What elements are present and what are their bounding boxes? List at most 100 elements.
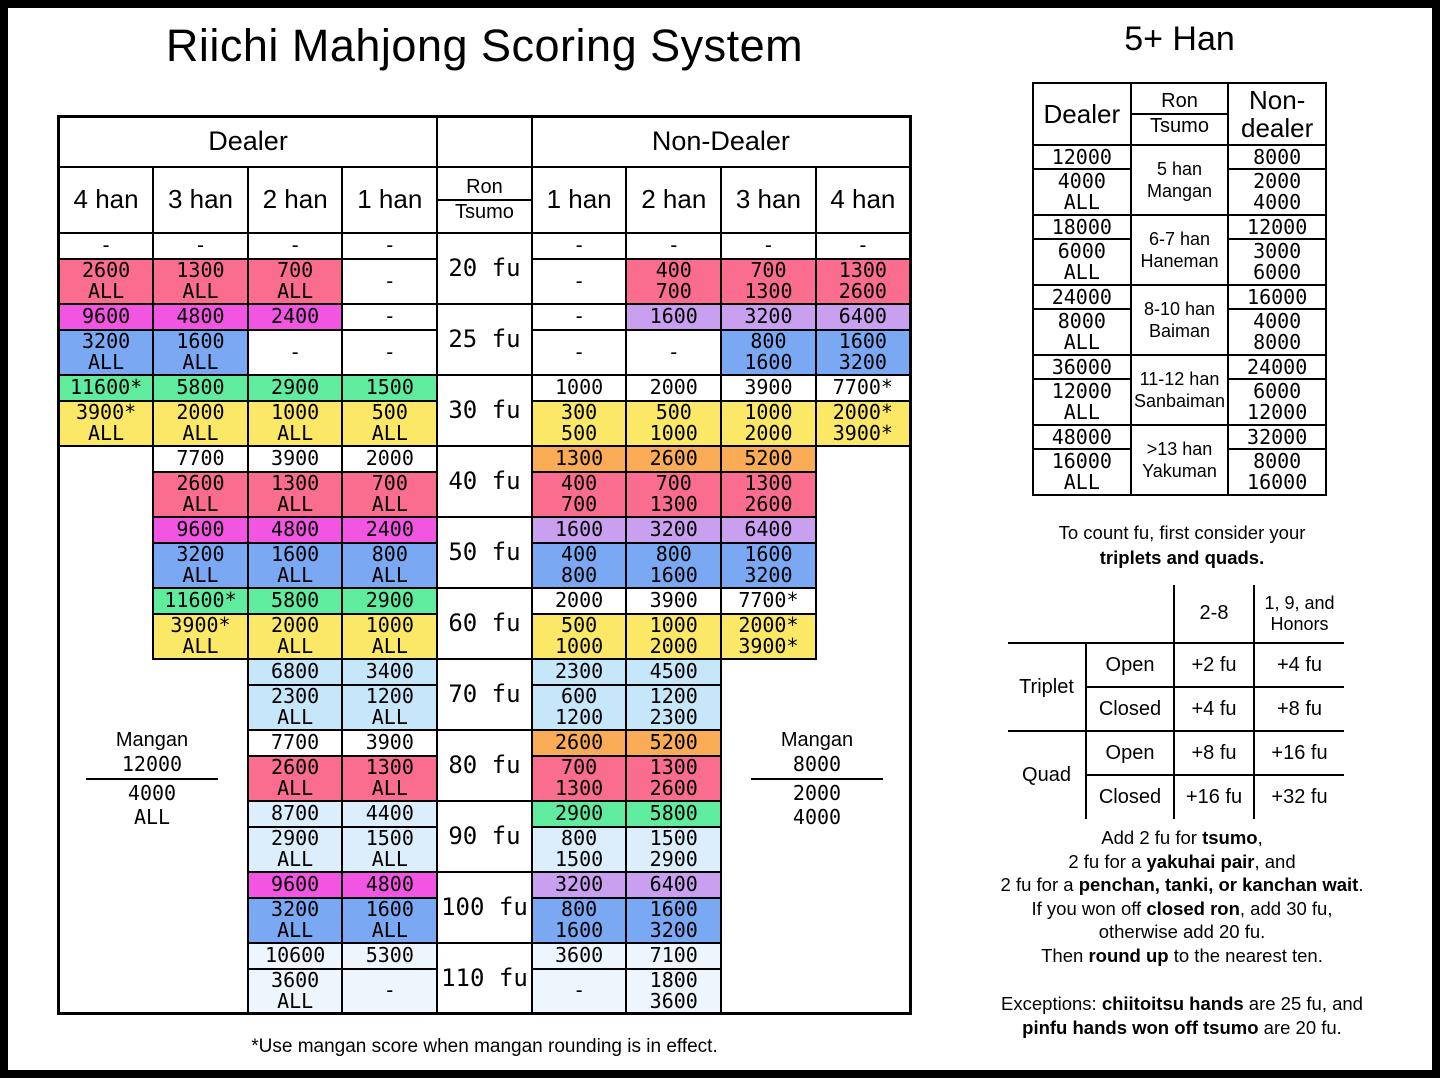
center-header-spacer	[436, 115, 533, 168]
fu-openclosed-label: Closed	[1085, 687, 1174, 732]
nondealer-han-col-header: 4 han	[814, 165, 912, 234]
score-cell-dealer-tsumo: 500 ALL	[341, 399, 439, 447]
score-cell-dealer-ron: 2900	[341, 586, 439, 615]
han5-nondealer-ron: 8000	[1227, 144, 1327, 170]
score-cell-nondealer-tsumo: -	[625, 328, 723, 376]
score-cell-nondealer-ron: 6400	[814, 302, 912, 331]
han5-group-label: >13 han Yakuman	[1129, 424, 1230, 496]
score-cell-dealer-ron: 4800	[246, 515, 344, 544]
main-score-table-wrap: Dealer Non-Dealer 4 han 3 han 2 han 1 han Ron T…	[57, 115, 912, 1015]
score-cell-dealer-tsumo: 2600 ALL	[57, 257, 155, 305]
mangan-tsumo-score: 4000	[792, 805, 842, 829]
mangan-footnote: *Use mangan score when mangan rounding i…	[251, 1036, 718, 1057]
dealer-han-col-header: 2 han	[246, 165, 344, 234]
fu-row-label: 70 fu	[436, 657, 533, 731]
score-cell-nondealer-ron: -	[814, 231, 912, 260]
fu-row-label: 20 fu	[436, 231, 533, 305]
text-line: Add 2 fu for tsumo,	[1101, 827, 1263, 848]
fu-row-label: 25 fu	[436, 302, 533, 376]
score-cell-dealer-tsumo: 1200 ALL	[341, 683, 439, 731]
nondealer-han-col-header: 2 han	[625, 165, 723, 234]
score-cell-dealer-ron: 1500	[341, 373, 439, 402]
score-cell-nondealer-tsumo: 1200 2300	[625, 683, 723, 731]
score-cell-nondealer-ron: 6400	[625, 870, 723, 899]
score-cell-nondealer-tsumo: 700 1300	[530, 754, 628, 802]
score-cell-nondealer-tsumo: 800 1600	[530, 896, 628, 944]
score-cell-dealer-tsumo: 2600 ALL	[152, 470, 249, 518]
han5-nondealer-ron: 12000	[1227, 214, 1327, 240]
han5-nondealer-tsumo: 3000 6000	[1227, 238, 1327, 286]
fu-group-label: Triplet	[1008, 643, 1086, 732]
score-cell-dealer-tsumo: 1600 ALL	[341, 896, 439, 944]
fu-value-cell: +8 fu	[1253, 687, 1344, 732]
score-cell-dealer-ron: -	[341, 231, 439, 260]
fraction-rule	[86, 778, 218, 780]
score-cell-dealer-tsumo: 1300 ALL	[341, 754, 439, 802]
score-cell-dealer-tsumo: 3200 ALL	[152, 541, 249, 589]
score-cell-dealer-tsumo: 1600 ALL	[152, 328, 249, 376]
score-cell-dealer-ron: 5300	[341, 941, 439, 970]
fu-row-label: 100 fu	[436, 870, 533, 944]
score-cell-nondealer-ron: 2900	[530, 799, 628, 828]
score-cell-nondealer-ron: 2300	[530, 657, 628, 686]
fu-row-label: 60 fu	[436, 586, 533, 660]
score-cell-dealer-tsumo: -	[341, 967, 439, 1015]
score-cell-dealer-ron: 2900	[246, 373, 344, 402]
fu-table-corner	[1008, 585, 1174, 644]
mangan-tsumo-score: 4000	[127, 781, 177, 805]
score-cell-nondealer-ron: 2600	[625, 444, 723, 473]
score-cell-dealer-tsumo: 3600 ALL	[246, 967, 344, 1015]
text-line: 2 fu for a penchan, tanki, or kanchan wa…	[1000, 874, 1364, 895]
score-cell-nondealer-tsumo: 700 1300	[625, 470, 723, 518]
fu-row-label: 110 fu	[436, 941, 533, 1015]
score-cell-nondealer-ron: -	[530, 302, 628, 331]
score-cell-dealer-tsumo: 800 ALL	[341, 541, 439, 589]
score-cell-dealer-ron: 4800	[152, 302, 249, 331]
score-cell-nondealer-tsumo: 400 800	[530, 541, 628, 589]
score-cell-nondealer-tsumo: -	[530, 967, 628, 1015]
score-cell-nondealer-ron: 3200	[530, 870, 628, 899]
text-line: Exceptions: chiitoitsu hands are 25 fu, …	[1001, 993, 1363, 1014]
han5-dealer-ron: 36000	[1032, 354, 1132, 380]
score-cell-nondealer-ron: 1000	[530, 373, 628, 402]
text-line: pinfu hands won off tsumo are 20 fu.	[1022, 1017, 1342, 1038]
han5-dealer-tsumo: 12000 ALL	[1032, 378, 1132, 426]
nondealer-han-col-header: 3 han	[720, 165, 817, 234]
dealer-han-col-header: 3 han	[152, 165, 249, 234]
score-cell-nondealer-tsumo: 1600 3200	[720, 541, 817, 589]
score-cell-dealer-tsumo: 2000 ALL	[246, 612, 344, 660]
text-line: To count fu, first consider your	[1058, 522, 1306, 543]
fu-value-cell: +8 fu	[1173, 731, 1254, 776]
score-cell-dealer-tsumo: 3900* ALL	[57, 399, 155, 447]
han5-dealer-ron: 24000	[1032, 284, 1132, 310]
han5-table: Dealer Ron Tsumo Non-dealer 12000 5 han Manga…	[1032, 82, 1327, 496]
score-cell-dealer-ron: 8700	[246, 799, 344, 828]
score-cell-dealer-ron: 7700	[152, 444, 249, 473]
score-cell-dealer-ron: 3900	[341, 728, 439, 757]
main-score-table: Dealer Non-Dealer 4 han 3 han 2 han 1 han Ron T…	[57, 115, 912, 1015]
fu-row-label: 30 fu	[436, 373, 533, 447]
score-cell-nondealer-ron: 2000	[530, 586, 628, 615]
score-cell-nondealer-tsumo: 1800 3600	[625, 967, 723, 1015]
fu-value-cell: +4 fu	[1173, 687, 1254, 732]
dealer-mangan-region	[58, 445, 154, 1014]
score-cell-nondealer-ron: 5200	[625, 728, 723, 757]
han5-nondealer-tsumo: 2000 4000	[1227, 168, 1327, 216]
han5-dealer-header: Dealer	[1032, 82, 1132, 146]
han5-dealer-tsumo: 4000 ALL	[1032, 168, 1132, 216]
score-cell-dealer-ron: 9600	[152, 515, 249, 544]
fu-table-wrap: 2-8 1, 9, and Honors Triplet Open +2 fu +4 fu…	[1008, 585, 1344, 819]
han5-nondealer-tsumo: 8000 16000	[1227, 448, 1327, 496]
score-cell-nondealer-ron: 4500	[625, 657, 723, 686]
han5-nondealer-ron: 24000	[1227, 354, 1327, 380]
score-cell-nondealer-tsumo: -	[530, 328, 628, 376]
score-cell-dealer-tsumo: -	[341, 328, 439, 376]
tsumo-label: Tsumo	[1150, 115, 1209, 137]
han5-nondealer-ron: 32000	[1227, 424, 1327, 450]
fu-row-label: 80 fu	[436, 728, 533, 802]
nondealer-mangan-note: Mangan 8000 2000 4000	[722, 728, 912, 829]
page-title: Riichi Mahjong Scoring System	[165, 20, 804, 71]
fu-value-cell: +4 fu	[1253, 643, 1344, 688]
fu-group-label: Quad	[1022, 764, 1071, 786]
fu-table: 2-8 1, 9, and Honors Triplet Open +2 fu +4 fu…	[1008, 585, 1344, 819]
